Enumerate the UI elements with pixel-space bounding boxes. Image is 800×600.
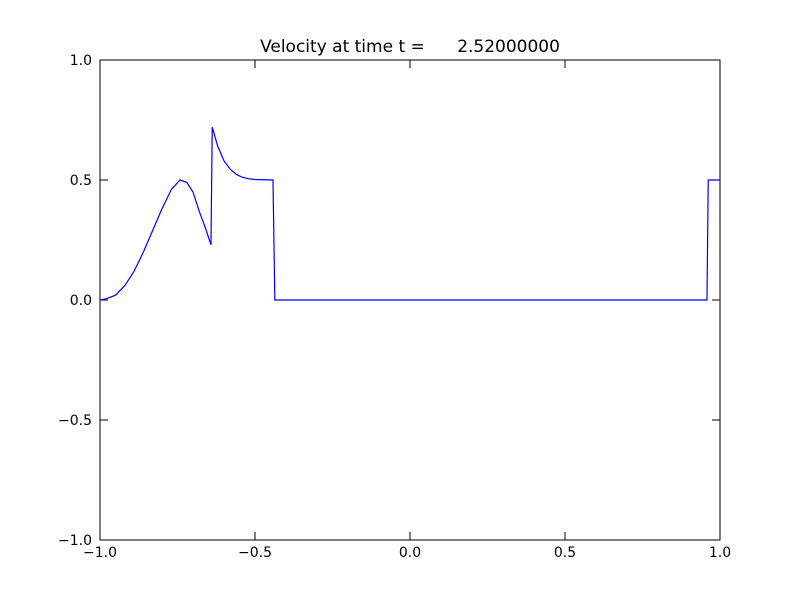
- chart-title: Velocity at time t = 2.52000000: [260, 37, 560, 57]
- x-tick-label: −1.0: [83, 545, 117, 561]
- y-tick-label: −0.5: [58, 413, 92, 429]
- x-tick-label: 0.0: [399, 545, 421, 561]
- data-line: [99, 127, 720, 301]
- y-tick-label: −1.0: [58, 533, 92, 549]
- y-tick-label: 1.0: [70, 53, 92, 69]
- x-tick-label: 1.0: [709, 545, 731, 561]
- y-tick-label: 0.5: [70, 173, 92, 189]
- x-tick-label: 0.5: [554, 545, 576, 561]
- y-tick-label: 0.0: [70, 293, 92, 309]
- x-tick-label: −0.5: [238, 545, 272, 561]
- plot-frame: [99, 59, 721, 541]
